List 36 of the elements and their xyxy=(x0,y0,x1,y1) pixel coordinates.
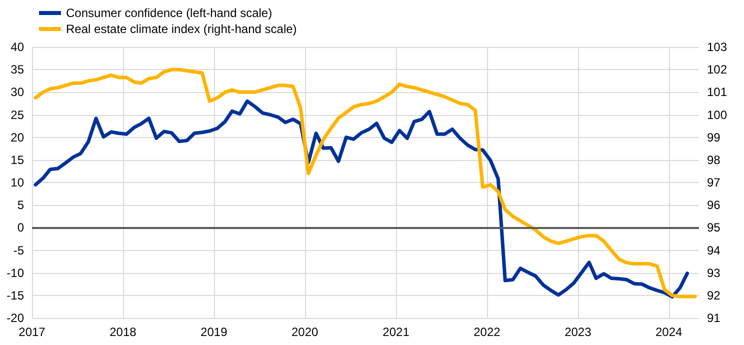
x-tick-label: 2017 xyxy=(18,325,46,339)
y2-tick-label: 96 xyxy=(707,198,721,212)
x-tick-label: 2022 xyxy=(474,325,501,339)
y2-tick-label: 102 xyxy=(707,62,728,77)
y-tick-label: 30 xyxy=(10,85,24,100)
y-tick-label: -15 xyxy=(6,288,24,302)
y2-tick-label: 99 xyxy=(707,130,721,144)
y-tick-label: 20 xyxy=(10,130,24,144)
x-tick-label: 2019 xyxy=(200,325,228,339)
y2-tick-label: 93 xyxy=(707,266,721,280)
x-tick-label: 2021 xyxy=(382,325,410,339)
y2-tick-label: 103 xyxy=(707,40,728,54)
y2-tick-label: 97 xyxy=(707,176,721,190)
x-tick-label: 2024 xyxy=(656,325,683,339)
x-tick-label: 2018 xyxy=(110,325,137,339)
legend-label: Real estate climate index (right-hand scale) xyxy=(66,22,297,36)
y-tick-label: -20 xyxy=(6,311,24,325)
y-tick-label: 15 xyxy=(10,152,24,167)
y2-tick-label: 98 xyxy=(707,152,721,167)
y-tick-label: -5 xyxy=(13,243,24,258)
x-tick-label: 2023 xyxy=(564,325,592,339)
y2-tick-label: 101 xyxy=(707,85,728,100)
y2-tick-label: 91 xyxy=(707,311,721,325)
y-tick-label: 25 xyxy=(10,108,24,122)
y-tick-label: 0 xyxy=(17,220,24,235)
y2-tick-label: 92 xyxy=(707,288,721,302)
y-tick-label: 35 xyxy=(10,62,24,77)
y2-tick-label: 94 xyxy=(707,243,721,258)
y2-tick-label: 95 xyxy=(707,220,721,235)
y-tick-label: -10 xyxy=(6,266,24,280)
y-tick-label: 10 xyxy=(10,176,24,190)
legend-label: Consumer confidence (left-hand scale) xyxy=(66,6,272,20)
y-tick-label: 5 xyxy=(17,198,24,212)
y2-tick-label: 100 xyxy=(707,108,728,122)
y-tick-label: 40 xyxy=(10,40,24,54)
x-tick-label: 2020 xyxy=(291,325,318,339)
